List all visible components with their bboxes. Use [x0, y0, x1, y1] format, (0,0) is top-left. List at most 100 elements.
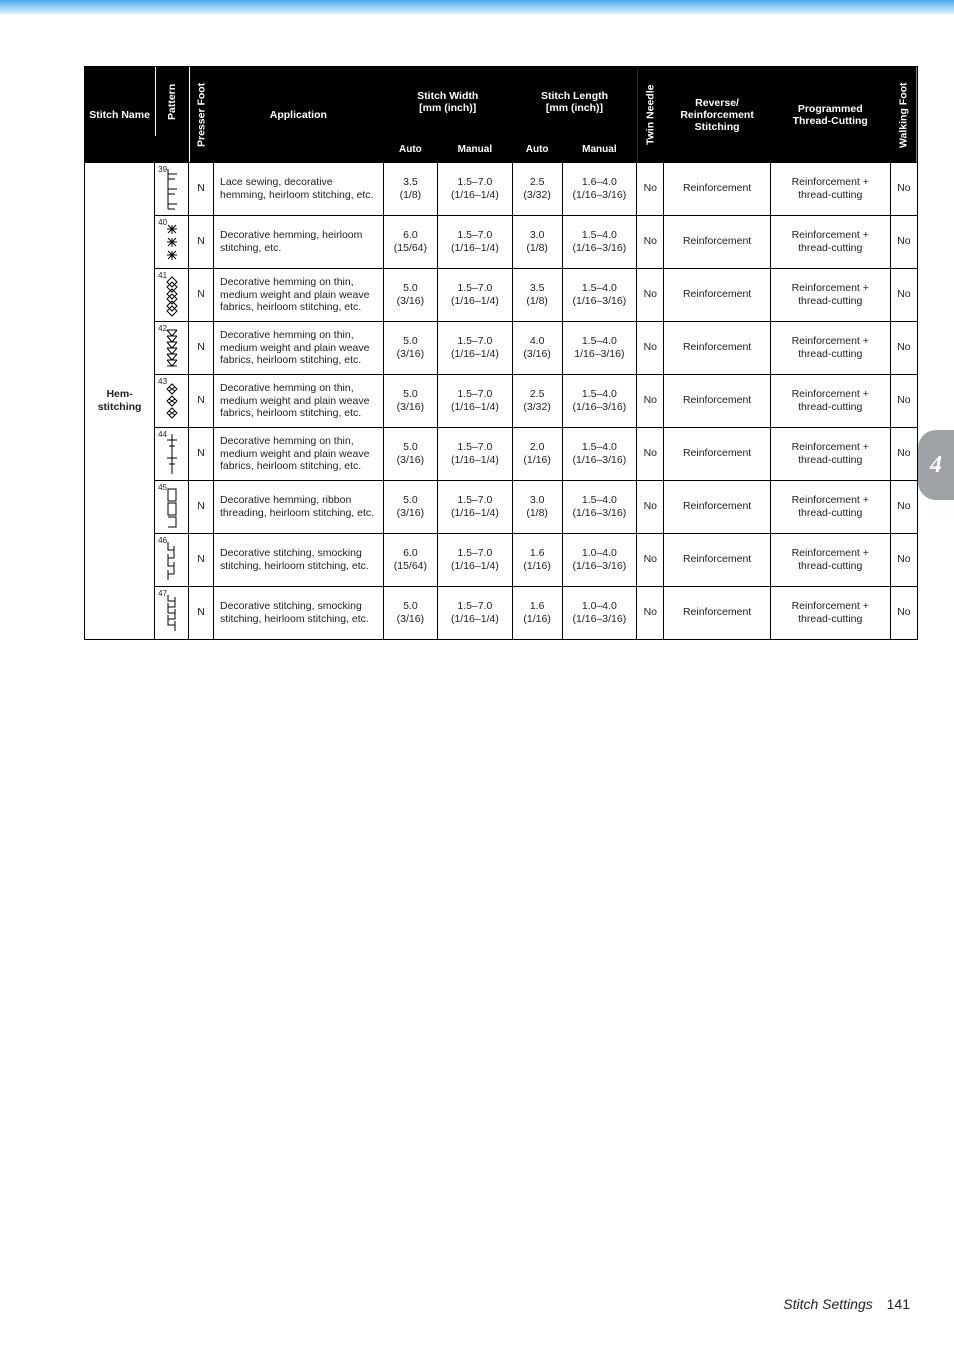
table-body: Hem- stitching39NLace sewing, decorative… [85, 163, 918, 640]
reverse-reinf-value: Reinforcement [664, 587, 770, 640]
pattern-cell: 41 [155, 269, 189, 322]
width-manual-value: 1.5–7.0 (1/16–1/4) [438, 269, 513, 322]
col-pattern: Pattern [155, 67, 189, 137]
walking-foot-value: No [890, 322, 917, 375]
width-auto-value: 5.0 (3/16) [383, 269, 437, 322]
length-manual-value: 1.5–4.0 1/16–3/16) [562, 322, 637, 375]
footer-page: 141 [887, 1296, 910, 1312]
twin-needle-value: No [637, 587, 664, 640]
presser-foot-value: N [189, 322, 214, 375]
twin-needle-value: No [637, 534, 664, 587]
length-manual-value: 1.5–4.0 (1/16–3/16) [562, 269, 637, 322]
length-auto-value: 2.5 (3/32) [512, 163, 562, 216]
walking-foot-value: No [890, 163, 917, 216]
page-content: Stitch Name Pattern Presser Foot Applica… [0, 14, 954, 640]
length-auto-value: 2.0 (1/16) [512, 428, 562, 481]
presser-foot-value: N [189, 375, 214, 428]
col-stitch-length: Stitch Length [mm (inch)] [512, 67, 637, 137]
walking-foot-value: No [890, 481, 917, 534]
width-manual-value: 1.5–7.0 (1/16–1/4) [438, 216, 513, 269]
chapter-number: 4 [930, 452, 942, 479]
footer-label: Stitch Settings [783, 1296, 873, 1312]
width-auto-value: 6.0 (15/64) [383, 534, 437, 587]
pattern-cell: 43 [155, 375, 189, 428]
length-manual-value: 1.6–4.0 (1/16–3/16) [562, 163, 637, 216]
programmed-value: Reinforcement + thread-cutting [770, 269, 890, 322]
application-text: Decorative hemming on thin, medium weigh… [213, 269, 383, 322]
table-row: 46NDecorative stitching, smocking stitch… [85, 534, 918, 587]
twin-needle-value: No [637, 428, 664, 481]
length-auto-value: 1.6 (1/16) [512, 534, 562, 587]
width-manual-value: 1.5–7.0 (1/16–1/4) [438, 587, 513, 640]
pattern-number: 43 [158, 377, 167, 387]
col-walking-foot: Walking Foot [890, 67, 917, 163]
walking-foot-value: No [890, 375, 917, 428]
width-auto-value: 6.0 (15/64) [383, 216, 437, 269]
application-text: Decorative stitching, smocking stitching… [213, 587, 383, 640]
reverse-reinf-value: Reinforcement [664, 269, 770, 322]
col-application: Application [213, 67, 383, 163]
width-manual-value: 1.5–7.0 (1/16–1/4) [438, 428, 513, 481]
pattern-cell: 44 [155, 428, 189, 481]
application-text: Decorative hemming, ribbon threading, he… [213, 481, 383, 534]
table-row: 42NDecorative hemming on thin, medium we… [85, 322, 918, 375]
twin-needle-value: No [637, 375, 664, 428]
reverse-reinf-value: Reinforcement [664, 481, 770, 534]
presser-foot-value: N [189, 481, 214, 534]
application-text: Decorative stitching, smocking stitching… [213, 534, 383, 587]
pattern-number: 46 [158, 536, 167, 546]
width-auto-value: 5.0 (3/16) [383, 322, 437, 375]
twin-needle-value: No [637, 216, 664, 269]
presser-foot-value: N [189, 269, 214, 322]
length-manual-value: 1.0–4.0 (1/16–3/16) [562, 587, 637, 640]
width-manual-value: 1.5–7.0 (1/16–1/4) [438, 375, 513, 428]
length-auto-value: 3.0 (1/8) [512, 216, 562, 269]
pattern-number: 45 [158, 483, 167, 493]
table-row: 45 NDecorative hemming, ribbon threading,… [85, 481, 918, 534]
table-row: 43 NDecorative hemming on thin, medium we… [85, 375, 918, 428]
reverse-reinf-value: Reinforcement [664, 322, 770, 375]
table-row: 44NDecorative hemming on thin, medium we… [85, 428, 918, 481]
programmed-value: Reinforcement + thread-cutting [770, 534, 890, 587]
pattern-cell: 47 [155, 587, 189, 640]
width-auto: Auto [383, 137, 437, 163]
walking-foot-value: No [890, 216, 917, 269]
width-manual-value: 1.5–7.0 (1/16–1/4) [438, 481, 513, 534]
page-footer: Stitch Settings 141 [783, 1296, 910, 1312]
twin-needle-value: No [637, 269, 664, 322]
table-row: 41NDecorative hemming on thin, medium we… [85, 269, 918, 322]
width-manual: Manual [438, 137, 513, 163]
width-manual-value: 1.5–7.0 (1/16–1/4) [438, 322, 513, 375]
length-auto-value: 2.5 (3/32) [512, 375, 562, 428]
presser-foot-icon [163, 141, 181, 155]
col-presser-foot: Presser Foot [189, 67, 214, 163]
width-auto-value: 3.5 (1/8) [383, 163, 437, 216]
length-auto-value: 4.0 (3/16) [512, 322, 562, 375]
programmed-value: Reinforcement + thread-cutting [770, 481, 890, 534]
pattern-number: 42 [158, 324, 167, 334]
width-auto-value: 5.0 (3/16) [383, 375, 437, 428]
twin-needle-value: No [637, 322, 664, 375]
width-auto-value: 5.0 (3/16) [383, 428, 437, 481]
stitch-settings-table: Stitch Name Pattern Presser Foot Applica… [84, 66, 918, 640]
presser-foot-value: N [189, 163, 214, 216]
col-reverse-reinf: Reverse/ Reinforcement Stitching [664, 67, 770, 163]
group-stitch-name: Hem- stitching [85, 163, 155, 640]
width-auto-value: 5.0 (3/16) [383, 587, 437, 640]
top-gradient-bar [0, 0, 954, 14]
application-text: Decorative hemming on thin, medium weigh… [213, 375, 383, 428]
walking-foot-value: No [890, 534, 917, 587]
length-manual-value: 1.5–4.0 (1/16–3/16) [562, 481, 637, 534]
length-manual: Manual [562, 137, 637, 163]
width-auto-value: 5.0 (3/16) [383, 481, 437, 534]
walking-foot-value: No [890, 587, 917, 640]
pattern-cell: 45 [155, 481, 189, 534]
programmed-value: Reinforcement + thread-cutting [770, 375, 890, 428]
twin-needle-value: No [637, 163, 664, 216]
presser-foot-value: N [189, 428, 214, 481]
twin-needle-value: No [637, 481, 664, 534]
reverse-reinf-value: Reinforcement [664, 428, 770, 481]
width-manual-value: 1.5–7.0 (1/16–1/4) [438, 534, 513, 587]
pattern-cell: 40 [155, 216, 189, 269]
length-auto-value: 3.0 (1/8) [512, 481, 562, 534]
